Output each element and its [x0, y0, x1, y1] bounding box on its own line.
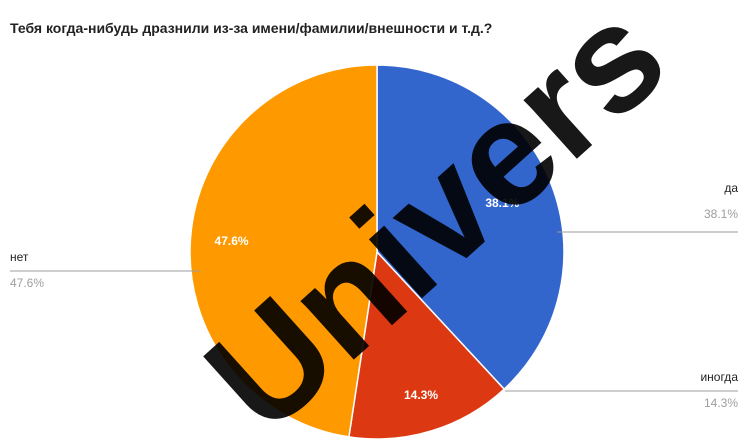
category-label-3: нет: [10, 250, 29, 264]
pie-slice-3: [189, 64, 378, 438]
category-label-1: да: [724, 181, 738, 195]
pie-slice-2: [348, 250, 506, 440]
pie-slices: [189, 64, 565, 440]
slice-percent-label-1: 38.1%: [485, 196, 519, 210]
pie-slice-1: [376, 64, 565, 391]
category-percent-2: 14.3%: [704, 396, 738, 410]
chart-title: Тебя когда-нибудь дразнили из-за имени/ф…: [10, 20, 492, 36]
category-percent-3: 47.6%: [10, 276, 44, 290]
slice-percent-label-2: 14.3%: [404, 388, 438, 402]
category-percent-1: 38.1%: [704, 207, 738, 221]
slice-percent-label-3: 47.6%: [215, 234, 249, 248]
category-label-2: иногда: [700, 370, 738, 384]
pie-labels: 38.1% да 38.1% 14.3% иногда 14.3% 47.6% нет 47.6…: [10, 181, 738, 410]
